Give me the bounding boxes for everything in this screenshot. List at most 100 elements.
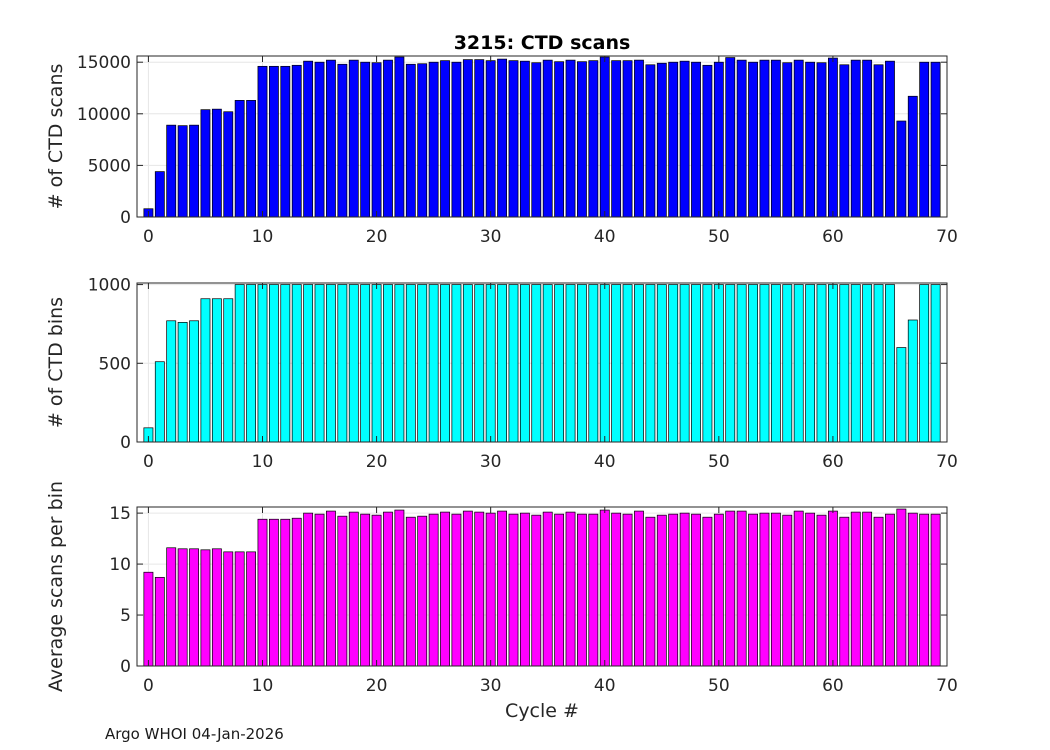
bar-cycle-59 <box>816 62 827 218</box>
bar-cycle-46 <box>668 513 679 667</box>
x-tick-label: 20 <box>366 452 388 472</box>
bar-cycle-46 <box>668 61 679 218</box>
bar-cycle-21 <box>383 59 393 218</box>
bar-cycle-55 <box>770 512 781 667</box>
bar-cycle-52 <box>736 510 747 667</box>
bar-cycle-6 <box>211 548 222 667</box>
bar-cycle-32 <box>508 513 519 667</box>
bar-cycle-51 <box>725 57 736 218</box>
bar-cycle-29 <box>474 59 485 218</box>
bar-cycle-41 <box>611 60 622 218</box>
bar-cycle-7 <box>223 111 234 218</box>
bar-cycle-53 <box>748 284 758 443</box>
bar-cycle-1 <box>154 171 165 218</box>
bar-cycle-45 <box>656 514 667 667</box>
bar-cycle-27 <box>451 284 462 443</box>
x-tick-label: 40 <box>594 676 616 696</box>
bar-cycle-48 <box>691 61 701 218</box>
bar-cycle-14 <box>303 60 314 218</box>
x-tick-label: 10 <box>252 452 274 472</box>
bar-cycle-58 <box>805 284 816 443</box>
bar-cycle-64 <box>873 516 884 667</box>
bar-cycle-4 <box>189 320 199 443</box>
y-tick-label: 0 <box>120 433 131 453</box>
x-tick-label: 50 <box>708 227 730 247</box>
bar-cycle-3 <box>177 322 188 443</box>
bar-cycle-29 <box>474 284 485 443</box>
bar-cycle-14 <box>303 512 314 667</box>
bar-cycle-18 <box>348 59 359 218</box>
bar-cycle-62 <box>850 511 861 667</box>
bar-cycle-67 <box>907 319 918 443</box>
bar-cycle-51 <box>725 510 736 667</box>
bar-cycle-57 <box>793 59 804 218</box>
bar-cycle-47 <box>679 60 690 218</box>
bar-cycle-66 <box>896 120 907 218</box>
bar-cycle-16 <box>326 59 336 218</box>
bar-cycle-55 <box>770 59 781 218</box>
bar-cycle-28 <box>462 284 473 443</box>
bar-cycle-24 <box>417 63 428 218</box>
x-tick-label: 30 <box>480 676 502 696</box>
bar-cycle-37 <box>565 59 576 218</box>
bar-cycle-49 <box>702 516 713 667</box>
bar-cycle-43 <box>634 59 644 218</box>
x-tick-label: 20 <box>366 676 388 696</box>
bar-cycle-37 <box>565 511 576 667</box>
y-tick-label: 15 <box>109 504 131 524</box>
bar-cycle-39 <box>588 284 599 443</box>
bar-cycle-60 <box>827 510 838 667</box>
bar-cycle-38 <box>577 284 587 443</box>
bar-cycle-21 <box>383 284 393 443</box>
bar-cycle-17 <box>337 284 348 443</box>
bar-cycle-67 <box>907 512 918 667</box>
bar-cycle-48 <box>691 284 701 443</box>
y-tick-label: 5000 <box>88 156 131 176</box>
bar-cycle-30 <box>485 60 496 218</box>
bar-cycle-25 <box>428 61 439 218</box>
bar-cycle-3 <box>177 125 188 218</box>
bar-cycle-28 <box>462 510 473 667</box>
bar-cycle-20 <box>371 284 382 443</box>
bar-cycle-52 <box>736 59 747 218</box>
bar-cycle-51 <box>725 284 736 443</box>
bar-cycle-47 <box>679 512 690 667</box>
bar-cycle-61 <box>839 284 850 443</box>
bar-cycle-38 <box>577 513 587 667</box>
bar-cycle-36 <box>554 284 565 443</box>
bar-cycle-20 <box>371 62 382 218</box>
bar-cycle-26 <box>440 284 450 443</box>
bar-cycle-66 <box>896 347 907 443</box>
bar-cycle-31 <box>497 510 507 667</box>
x-axis-label: Cycle # <box>505 700 579 722</box>
x-tick-label: 10 <box>252 227 274 247</box>
bar-cycle-13 <box>291 517 302 667</box>
y-tick-label: 500 <box>99 354 131 374</box>
bar-cycle-3 <box>177 548 188 667</box>
bar-cycle-56 <box>782 62 793 218</box>
x-tick-label: 10 <box>252 676 274 696</box>
bar-cycle-46 <box>668 284 679 443</box>
bar-cycle-11 <box>268 518 279 667</box>
y-tick-label: 0 <box>120 657 131 677</box>
bar-cycle-52 <box>736 284 747 443</box>
bar-cycle-41 <box>611 512 622 667</box>
y-tick-label: 15000 <box>77 53 131 73</box>
bar-cycle-43 <box>634 510 644 667</box>
bar-cycle-65 <box>885 513 895 667</box>
bar-cycle-35 <box>542 59 553 218</box>
axes-box <box>136 55 948 218</box>
bar-cycle-39 <box>588 60 599 218</box>
bar-cycle-27 <box>451 61 462 218</box>
bar-cycle-58 <box>805 61 816 218</box>
bar-cycle-26 <box>440 511 450 667</box>
bar-cycle-9 <box>246 100 257 218</box>
bar-cycle-66 <box>896 508 907 667</box>
bar-cycle-54 <box>759 512 770 667</box>
bar-cycle-43 <box>634 284 644 443</box>
bar-cycle-15 <box>314 61 325 218</box>
chart-panel-2: 0 10 20 30 40 50 60 70 0 500 1000 # of CTD bins <box>45 276 958 472</box>
bar-cycle-4 <box>189 124 199 218</box>
bar-cycle-8 <box>234 551 245 667</box>
x-tick-label: 50 <box>708 676 730 696</box>
